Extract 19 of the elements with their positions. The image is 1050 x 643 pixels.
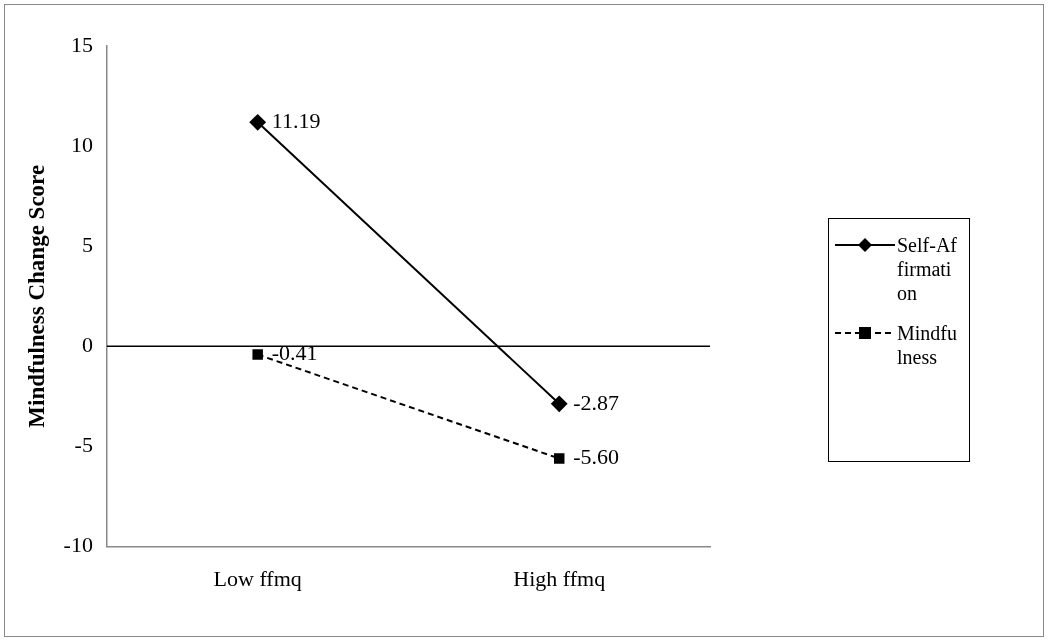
y-tick-label: 0 bbox=[81, 332, 93, 358]
y-axis-title: Mindfulness Change Score bbox=[23, 164, 49, 428]
point bbox=[551, 395, 568, 412]
point bbox=[553, 453, 565, 464]
y-tick-label: 15 bbox=[70, 31, 93, 57]
point bbox=[252, 349, 263, 360]
y-tick-label: 10 bbox=[70, 131, 93, 157]
y-tick-label: -10 bbox=[63, 532, 93, 558]
point bbox=[249, 114, 266, 131]
y-tick-label: -5 bbox=[74, 432, 93, 458]
x-tick-label: Low ffmq bbox=[213, 565, 302, 591]
data-label: 11.19 bbox=[271, 108, 321, 134]
y-tick-label: 5 bbox=[81, 232, 93, 258]
data-label: -5.60 bbox=[573, 444, 620, 470]
data-label: -2.87 bbox=[573, 389, 620, 415]
legend-label: Mindfulness bbox=[897, 321, 958, 369]
x-tick-label: High ffmq bbox=[513, 565, 606, 591]
data-label: -0.41 bbox=[271, 340, 318, 366]
legend-label: Self-Affirmation bbox=[897, 233, 958, 305]
